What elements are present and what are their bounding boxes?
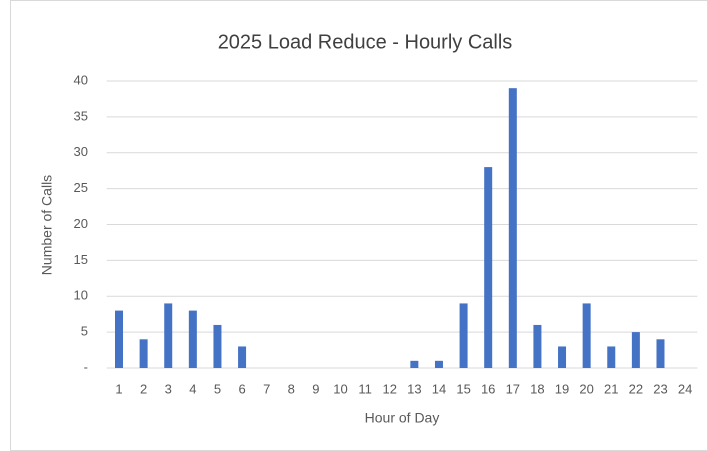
x-tick-label: 12 xyxy=(383,381,397,396)
bar xyxy=(582,303,591,368)
x-tick-label: 4 xyxy=(189,381,196,396)
x-tick-label: 10 xyxy=(333,381,347,396)
x-tick-label: 7 xyxy=(263,381,270,396)
y-tick-label: 30 xyxy=(74,144,88,159)
x-tick-label: 22 xyxy=(629,381,643,396)
bar xyxy=(607,346,616,368)
x-tick-label: 8 xyxy=(288,381,295,396)
bar xyxy=(484,167,493,368)
bar xyxy=(508,88,517,369)
y-tick-label: 20 xyxy=(74,216,88,231)
x-tick-label: 1 xyxy=(115,381,122,396)
bar xyxy=(533,324,542,368)
bar xyxy=(631,332,640,368)
x-tick-label: 21 xyxy=(604,381,618,396)
x-tick-label: 23 xyxy=(653,381,667,396)
x-tick-label: 11 xyxy=(358,381,372,396)
y-tick-label: 15 xyxy=(74,252,88,267)
y-tick-label: 40 xyxy=(74,72,88,87)
x-tick-label: 13 xyxy=(407,381,421,396)
x-tick-label: 17 xyxy=(506,381,520,396)
y-tick-label: 25 xyxy=(74,180,88,195)
x-tick-label: 15 xyxy=(456,381,470,396)
x-tick-label: 5 xyxy=(214,381,221,396)
bar xyxy=(115,310,124,368)
x-tick-label: 14 xyxy=(432,381,446,396)
y-tick-label: - xyxy=(84,359,88,374)
bar xyxy=(434,360,443,368)
bar xyxy=(213,324,222,368)
x-tick-label: 18 xyxy=(530,381,544,396)
x-tick-label: 2 xyxy=(140,381,147,396)
bar xyxy=(164,303,173,368)
y-tick-label: 35 xyxy=(74,108,88,123)
y-tick-label: 10 xyxy=(74,288,88,303)
y-axis-title: Number of Calls xyxy=(39,175,55,275)
bar xyxy=(188,310,197,368)
bar xyxy=(656,339,665,368)
x-tick-label: 16 xyxy=(481,381,495,396)
bar xyxy=(238,346,247,368)
bar xyxy=(139,339,148,368)
bar xyxy=(410,360,419,368)
x-tick-label: 24 xyxy=(678,381,692,396)
x-tick-label: 3 xyxy=(165,381,172,396)
x-tick-label: 9 xyxy=(312,381,319,396)
x-tick-label: 19 xyxy=(555,381,569,396)
x-tick-label: 6 xyxy=(238,381,245,396)
y-tick-label: 5 xyxy=(81,324,88,339)
x-axis-title: Hour of Day xyxy=(365,410,440,426)
x-tick-label: 20 xyxy=(579,381,593,396)
bar xyxy=(558,346,567,368)
bar xyxy=(459,303,468,368)
chart-title: 2025 Load Reduce - Hourly Calls xyxy=(218,31,513,53)
